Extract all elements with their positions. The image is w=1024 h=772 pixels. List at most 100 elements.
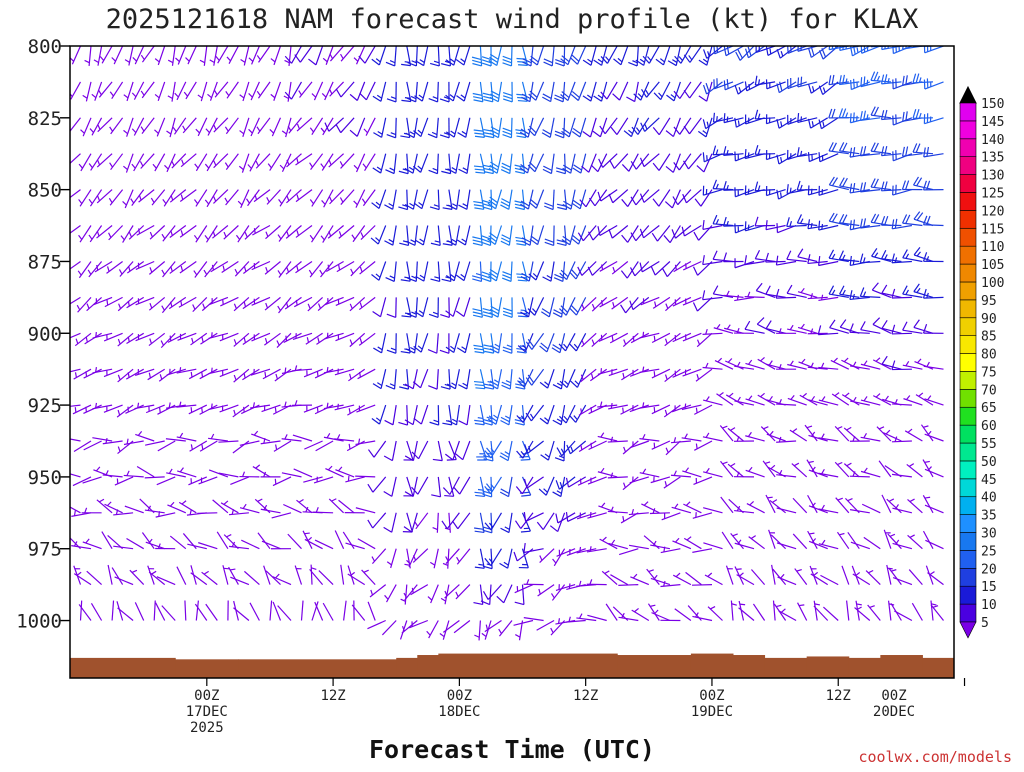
colorbar-swatch <box>960 121 976 139</box>
terrain-segment <box>691 654 734 680</box>
colorbar-label: 115 <box>981 222 1004 237</box>
terrain-segment <box>70 658 176 680</box>
terrain-segment <box>733 655 765 680</box>
x-axis-title: Forecast Time (UTC) <box>369 735 655 764</box>
terrain-segment <box>175 659 239 680</box>
wind-barb <box>355 476 375 477</box>
colorbar-swatch <box>960 192 976 210</box>
chart-title: 2025121618 NAM forecast wind profile (kt… <box>106 4 919 35</box>
colorbar-label: 95 <box>981 294 997 309</box>
colorbar-label: 100 <box>981 276 1004 291</box>
colorbar-swatch <box>960 157 976 175</box>
colorbar-label: 90 <box>981 312 997 327</box>
colorbar-swatch <box>960 515 976 533</box>
colorbar-swatch <box>960 425 976 443</box>
colorbar-swatch <box>960 139 976 157</box>
colorbar-swatch <box>960 246 976 264</box>
colorbar-swatch <box>960 228 976 246</box>
colorbar-label: 15 <box>981 580 997 595</box>
x-tick-label: 18DEC <box>438 704 480 720</box>
colorbar-label: 55 <box>981 437 997 452</box>
y-tick-label: 850 <box>28 180 62 202</box>
terrain-segment <box>396 658 418 680</box>
colorbar-label: 85 <box>981 330 997 345</box>
terrain-segment <box>238 659 396 680</box>
y-tick-label: 875 <box>28 251 62 273</box>
colorbar-label: 40 <box>981 491 997 506</box>
x-tick-label: 00Z <box>447 688 472 704</box>
colorbar-label: 150 <box>981 97 1004 112</box>
y-tick-label: 1000 <box>16 611 62 633</box>
colorbar-swatch <box>960 407 976 425</box>
colorbar-label: 5 <box>981 616 989 631</box>
colorbar-swatch <box>960 568 976 586</box>
colorbar-label: 105 <box>981 258 1004 273</box>
x-tick-label: 17DEC <box>186 704 228 720</box>
colorbar-swatch <box>960 103 976 121</box>
x-tick-label: 12Z <box>320 688 345 704</box>
colorbar-swatch <box>960 371 976 389</box>
terrain-segment <box>765 658 808 680</box>
colorbar-label: 70 <box>981 383 997 398</box>
colorbar-label: 30 <box>981 527 997 542</box>
colorbar-label: 135 <box>981 151 1004 166</box>
wind-barb <box>197 513 217 514</box>
colorbar-label: 130 <box>981 169 1004 184</box>
colorbar-swatch <box>960 586 976 604</box>
colorbar-swatch <box>960 336 976 354</box>
colorbar-label: 60 <box>981 419 997 434</box>
colorbar-label: 80 <box>981 348 997 363</box>
colorbar-label: 50 <box>981 455 997 470</box>
colorbar-label: 75 <box>981 365 997 380</box>
colorbar-label: 25 <box>981 544 997 559</box>
colorbar-swatch <box>960 264 976 282</box>
y-tick-label: 900 <box>28 323 62 345</box>
x-tick-label: 12Z <box>826 688 851 704</box>
credit-text: coolwx.com/models <box>858 748 1012 766</box>
colorbar-swatch <box>960 604 976 622</box>
x-tick-label: 2025 <box>190 720 224 736</box>
colorbar-swatch <box>960 354 976 372</box>
colorbar-swatch <box>960 175 976 193</box>
x-tick-label: 00Z <box>881 688 906 704</box>
y-tick-label: 925 <box>28 395 62 417</box>
x-tick-label: 00Z <box>194 688 219 704</box>
colorbar-label: 45 <box>981 473 997 488</box>
wind-barb <box>618 585 638 586</box>
x-tick-label: 20DEC <box>873 704 915 720</box>
terrain-segment <box>922 658 954 680</box>
y-tick-label: 950 <box>28 467 62 489</box>
colorbar-label: 140 <box>981 133 1004 148</box>
colorbar-swatch <box>960 550 976 568</box>
colorbar-label: 65 <box>981 401 997 416</box>
wind-barb <box>692 585 712 586</box>
colorbar-swatch <box>960 300 976 318</box>
x-tick-label: 12Z <box>573 688 598 704</box>
colorbar-label: 145 <box>981 115 1004 130</box>
colorbar-label: 120 <box>981 204 1004 219</box>
y-tick-label: 825 <box>28 108 62 130</box>
colorbar-swatch <box>960 210 976 228</box>
y-tick-label: 975 <box>28 539 62 561</box>
colorbar-label: 20 <box>981 562 997 577</box>
colorbar-swatch <box>960 479 976 497</box>
colorbar-swatch <box>960 389 976 407</box>
terrain-segment <box>849 658 881 680</box>
x-tick-label: 19DEC <box>691 704 733 720</box>
y-tick-label: 800 <box>28 36 62 58</box>
colorbar-label: 35 <box>981 509 997 524</box>
terrain-segment <box>880 655 923 680</box>
terrain-segment <box>617 655 691 680</box>
colorbar-label: 125 <box>981 186 1004 201</box>
colorbar-swatch <box>960 318 976 336</box>
colorbar-swatch <box>960 461 976 479</box>
colorbar-swatch <box>960 533 976 551</box>
colorbar-label: 10 <box>981 598 997 613</box>
colorbar-swatch <box>960 282 976 300</box>
terrain-segment <box>807 656 850 680</box>
terrain-segment <box>438 654 617 680</box>
x-tick-label: 00Z <box>699 688 724 704</box>
